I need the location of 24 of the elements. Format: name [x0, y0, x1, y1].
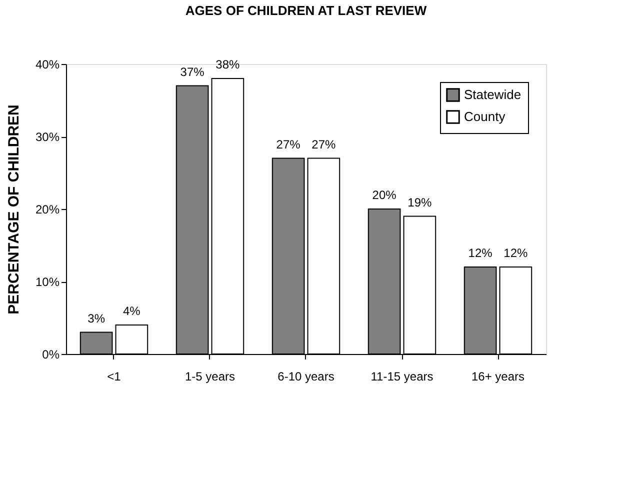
y-tick-label: 0% [42, 348, 60, 362]
legend-label: Statewide [464, 87, 522, 102]
x-tick-label: <1 [107, 370, 122, 384]
legend-label: County [464, 109, 506, 124]
data-label: 37% [180, 64, 205, 79]
y-axis-title: PERCENTAGE OF CHILDREN [5, 104, 22, 314]
data-label: 27% [312, 137, 336, 152]
data-label: 19% [408, 195, 432, 210]
x-tick-label: 6-10 years [278, 370, 334, 384]
data-label: 4% [123, 304, 141, 318]
data-label: 12% [504, 246, 528, 260]
x-tick-label: 11-15 years [370, 370, 434, 384]
y-tick-label: 30% [35, 130, 60, 144]
data-label: 3% [88, 311, 106, 326]
x-tick-label: 1-5 years [184, 370, 236, 384]
y-tick-label: 10% [35, 275, 60, 289]
chart-title: AGES OF CHILDREN AT LAST REVIEW [185, 3, 428, 18]
x-tick-label: 16+ years [471, 370, 525, 384]
data-label: 20% [372, 188, 397, 202]
data-label: 38% [216, 58, 240, 72]
y-tick-label: 20% [35, 202, 60, 216]
data-label: 27% [276, 137, 301, 152]
data-label: 12% [468, 246, 493, 260]
y-tick-label: 40% [35, 58, 60, 72]
